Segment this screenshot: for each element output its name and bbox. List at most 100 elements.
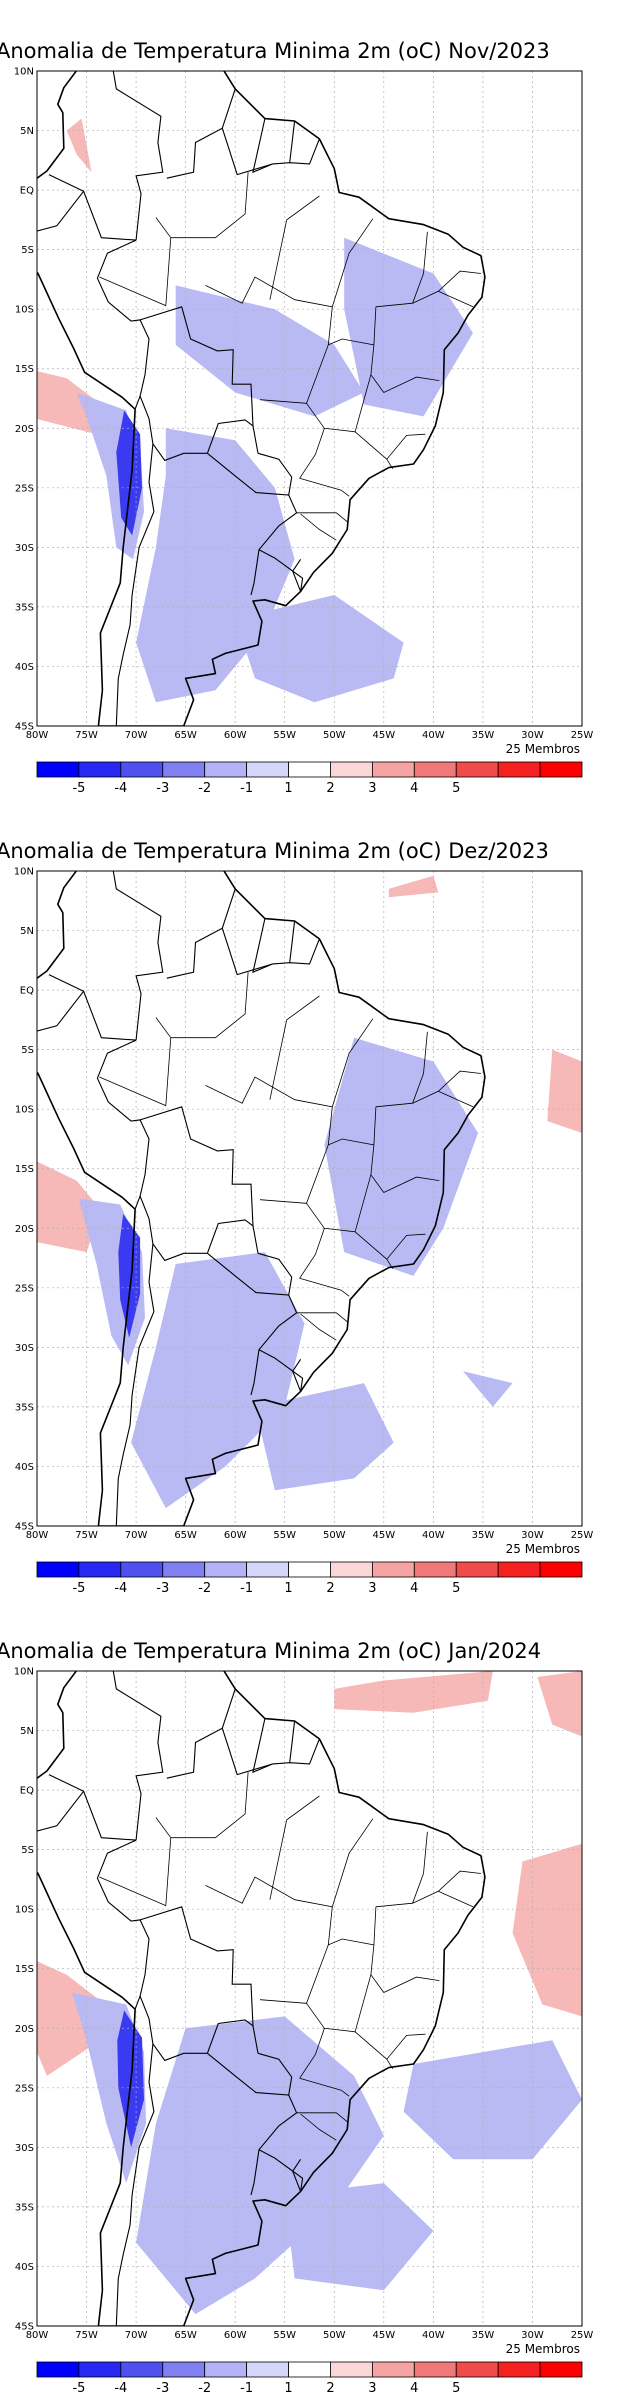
state-border: [170, 972, 249, 1039]
state-border: [296, 2112, 349, 2123]
state-border: [375, 1831, 428, 1908]
state-border: [259, 399, 307, 404]
lat-tick-label: 45S: [15, 2322, 34, 2333]
negative-anomaly-area: [403, 2040, 582, 2160]
state-border: [299, 1277, 350, 1297]
lat-tick-label: 35S: [15, 1402, 34, 1413]
lat-tick-label: 40S: [15, 1462, 34, 1473]
colorbar-swatch: [455, 2361, 499, 2378]
colorbar-swatch: [455, 761, 499, 778]
lon-tick-label: 65W: [174, 730, 197, 741]
country-border: [221, 128, 320, 176]
lon-tick-label: 40W: [422, 730, 445, 741]
state-border: [375, 1031, 428, 1108]
colorbar-swatch: [330, 1561, 373, 1578]
negative-anomaly-area: [324, 1037, 478, 1276]
lon-tick-label: 45W: [373, 730, 396, 741]
negative-anomaly-area: [463, 1371, 513, 1407]
colorbar-tick-label: 3: [368, 781, 376, 796]
lat-tick-label: 35S: [15, 2202, 34, 2213]
colorbar-swatch: [497, 2361, 541, 2378]
country-border: [115, 1243, 155, 1526]
state-border: [412, 270, 481, 304]
lon-tick-label: 70W: [125, 730, 148, 741]
colorbar-swatch: [330, 2361, 373, 2378]
lon-tick-label: 30W: [521, 730, 544, 741]
map-frame: [36, 70, 583, 727]
colorbar-tick-label: -4: [114, 2381, 127, 2396]
colorbar-swatch: [539, 761, 583, 778]
strong-negative-anomaly-area: [118, 1214, 141, 1338]
lon-tick-label: 60W: [224, 2330, 247, 2341]
lat-tick-label: EQ: [20, 1786, 34, 1797]
colorbar-swatch: [36, 761, 80, 778]
state-border: [296, 512, 349, 523]
colorbar-tick-label: 4: [410, 2381, 418, 2396]
state-border: [300, 1313, 337, 1341]
lat-tick-label: 5N: [20, 126, 34, 137]
colorbar-swatch: [162, 1561, 206, 1578]
colorbar-swatch: [78, 2361, 122, 2378]
colorbar-tick-label: 3: [368, 2381, 376, 2396]
colorbar-tick-label: -5: [72, 1581, 85, 1596]
country-border: [139, 306, 259, 454]
lon-tick-label: 50W: [323, 2330, 346, 2341]
colorbar-tick-label: 4: [410, 781, 418, 796]
state-border: [299, 2028, 325, 2079]
lat-tick-label: 25S: [15, 483, 34, 494]
colorbar: -5 -4 -3 -2 -1 1 2 3 4 5: [36, 1561, 583, 1596]
lat-tick-label: EQ: [20, 186, 34, 197]
colorbar-tick-label: 3: [368, 1581, 376, 1596]
colorbar-tick-label: -1: [240, 781, 253, 796]
lon-tick-label: 65W: [174, 1530, 197, 1541]
country-border: [252, 918, 274, 974]
country-border: [139, 1106, 259, 1254]
colorbar-swatch: [413, 1561, 457, 1578]
lat-tick-label: 30S: [15, 2143, 34, 2154]
lat-tick-label: 45S: [15, 722, 34, 733]
panel-title: Anomalia de Temperatura Minima 2m (oC) J…: [0, 1639, 541, 1663]
state-border: [299, 477, 350, 497]
lat-tick-label: 5S: [21, 1045, 34, 1056]
colorbar-swatch: [246, 761, 289, 778]
state-border: [99, 217, 172, 307]
colorbar-swatch: [330, 761, 373, 778]
country-border: [292, 1358, 302, 1392]
coastline: [37, 71, 486, 726]
state-border: [438, 1890, 474, 1908]
lon-tick-label: 35W: [472, 2330, 495, 2341]
country-border: [252, 118, 274, 174]
colorbar-swatch: [204, 2361, 248, 2378]
colorbar-tick-label: 1: [284, 2381, 292, 2396]
colorbar-swatch: [162, 761, 206, 778]
state-border: [259, 1999, 307, 2004]
lon-tick-label: 65W: [174, 2330, 197, 2341]
state-border: [300, 513, 337, 541]
map-panel-jan-2024: Anomalia de Temperatura Minima 2m (oC) J…: [0, 1600, 618, 2400]
positive-anomaly-area: [37, 1961, 109, 2076]
state-border: [269, 195, 320, 300]
lat-tick-label: 40S: [15, 662, 34, 673]
lat-tick-label: 15S: [15, 364, 34, 375]
positive-anomaly-area: [547, 1049, 582, 1133]
lat-tick-label: 20S: [15, 2024, 34, 2035]
colorbar-swatch: [204, 761, 248, 778]
country-border: [252, 1718, 274, 1774]
strong-negative-anomaly-area: [116, 410, 142, 536]
country-border: [96, 239, 150, 410]
country-border: [250, 2149, 260, 2196]
lon-tick-label: 60W: [224, 730, 247, 741]
colorbar-swatch: [413, 761, 457, 778]
lon-tick-label: 55W: [273, 2330, 296, 2341]
country-border: [48, 1774, 137, 1841]
country-border: [139, 1995, 254, 2062]
positive-anomaly-area: [537, 1671, 582, 1737]
map-figure: Anomalia de Temperatura Minima 2m (oC) N…: [0, 39, 593, 796]
country-border: [115, 443, 155, 726]
state-border: [354, 2031, 426, 2060]
colorbar-tick-label: 5: [452, 1581, 460, 1596]
lat-tick-label: 5N: [20, 1726, 34, 1737]
lat-tick-label: 10N: [14, 67, 34, 78]
